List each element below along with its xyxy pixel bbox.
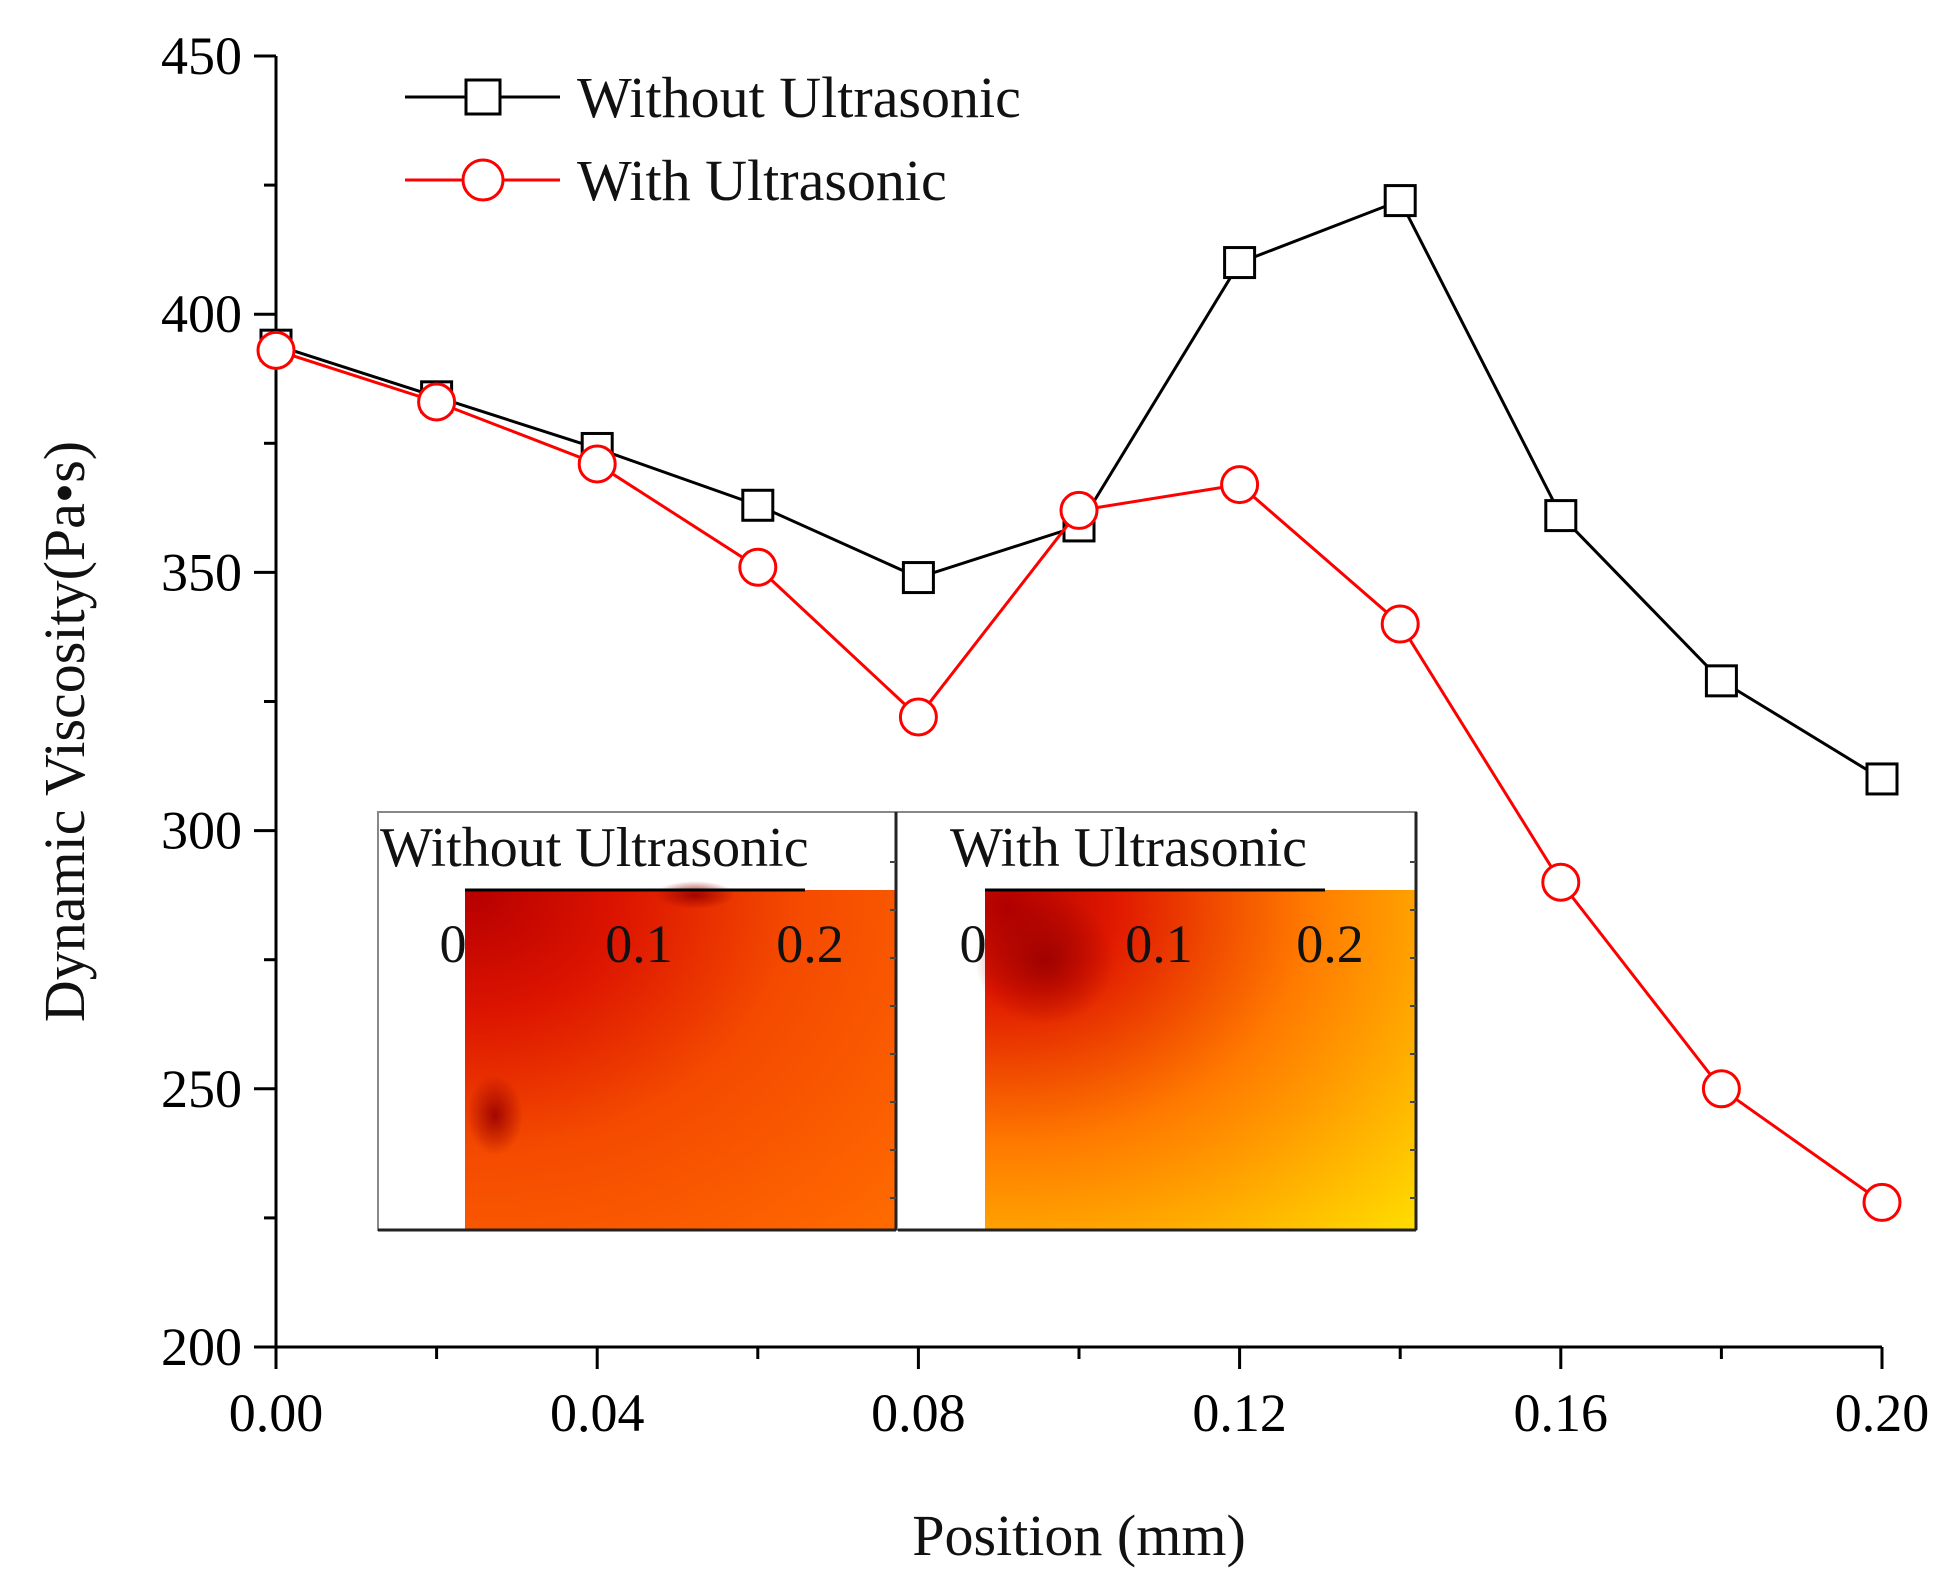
data-point-square xyxy=(1223,246,1257,280)
x-tick-label: 0.12 xyxy=(1192,1383,1287,1443)
data-point-circle xyxy=(1059,490,1099,530)
inset-tick-label: 0.2 xyxy=(776,914,844,974)
y-tick-label: 400 xyxy=(161,284,242,344)
series-line xyxy=(275,198,1883,781)
inset-tick-label: 0.1 xyxy=(1125,914,1193,974)
y-tick-label: 350 xyxy=(161,542,242,602)
x-tick-label: 0.20 xyxy=(1835,1383,1930,1443)
legend-marker-square xyxy=(464,78,502,116)
data-point-square xyxy=(1704,664,1738,698)
data-point-square xyxy=(1544,499,1578,533)
data-point-square xyxy=(1865,762,1899,796)
data-point-circle xyxy=(738,547,778,587)
x-tick-label: 0.04 xyxy=(550,1383,645,1443)
data-point-square xyxy=(1383,184,1417,218)
data-point-circle xyxy=(417,382,457,422)
inset-tick-label: 0.1 xyxy=(605,914,673,974)
y-axis-label: Dynamic Viscosity(Pa•s) xyxy=(32,441,97,1022)
axes: 200 250 300 350 400 450 0.00 0.04 0.08 0.12 0.16 0.… xyxy=(32,26,1929,1568)
inset-title: With Ultrasonic xyxy=(950,817,1307,879)
x-tick-label: 0.08 xyxy=(871,1383,966,1443)
data-point-circle xyxy=(1701,1069,1741,1109)
inset-tick-label: 0 xyxy=(440,914,467,974)
inset-tick-label: 0 xyxy=(960,914,987,974)
data-point-square xyxy=(741,488,775,522)
data-point-circle xyxy=(1220,465,1260,505)
series-with-ultrasonic xyxy=(256,330,1902,1222)
legend-marker-circle xyxy=(461,158,505,202)
y-tick-label: 300 xyxy=(161,801,242,861)
legend-item-without-ultrasonic: Without Ultrasonic xyxy=(405,65,1021,130)
data-point-square xyxy=(901,561,935,595)
data-point-circle xyxy=(898,697,938,737)
heatmap-hotspot xyxy=(467,1075,523,1155)
legend-label: With Ultrasonic xyxy=(577,148,947,213)
y-tick-label: 200 xyxy=(161,1317,242,1377)
y-tick-label: 250 xyxy=(161,1059,242,1119)
legend-label: Without Ultrasonic xyxy=(577,65,1021,130)
legend: Without Ultrasonic With Ultrasonic xyxy=(405,65,1021,213)
series-without-ultrasonic xyxy=(259,184,1899,796)
inset-title: Without Ultrasonic xyxy=(380,817,809,879)
data-point-circle xyxy=(577,444,617,484)
data-point-circle xyxy=(1541,862,1581,902)
series-layer xyxy=(256,184,1902,1222)
data-point-circle xyxy=(1380,604,1420,644)
inset-tick-label: 0.2 xyxy=(1296,914,1364,974)
legend-item-with-ultrasonic: With Ultrasonic xyxy=(405,148,947,213)
heatmap-field xyxy=(465,890,896,1230)
data-point-circle xyxy=(256,330,296,370)
heatmap-hotspot xyxy=(975,895,1115,1025)
heatmap-hotspot xyxy=(655,881,735,909)
inset-panel-1: Without Ultrasonic 0 0.1 0.2 xyxy=(378,812,898,1232)
data-point-circle xyxy=(1862,1182,1902,1222)
x-axis-label: Position (mm) xyxy=(912,1503,1246,1568)
x-tick-label: 0.00 xyxy=(229,1383,324,1443)
y-tick-label: 450 xyxy=(161,26,242,86)
x-tick-label: 0.16 xyxy=(1514,1383,1609,1443)
inset-panel-2: With Ultrasonic 0 0.1 0.2 xyxy=(898,812,1418,1232)
